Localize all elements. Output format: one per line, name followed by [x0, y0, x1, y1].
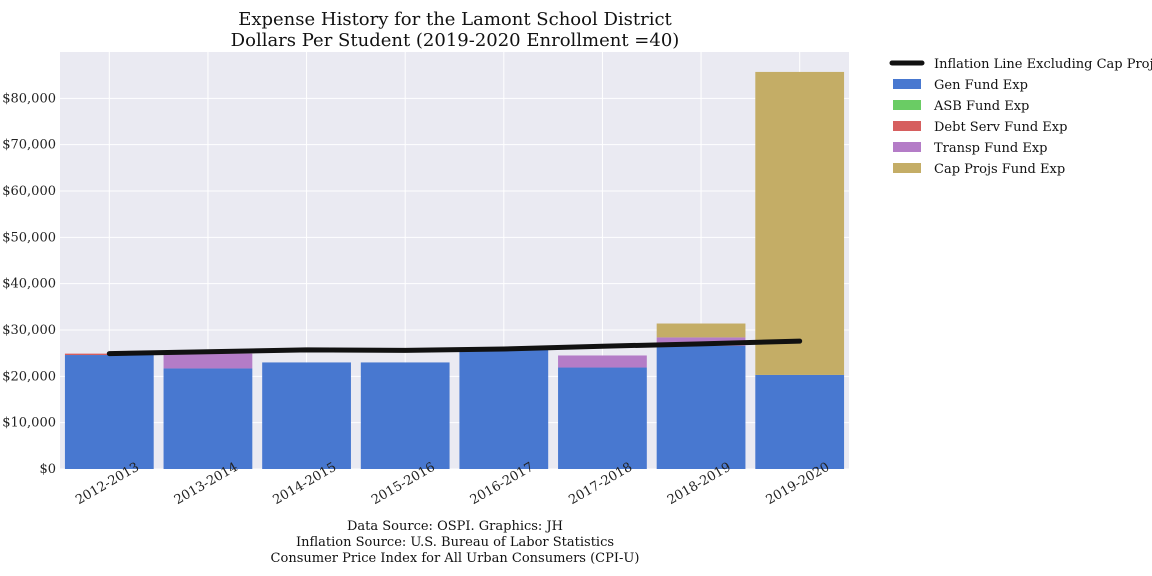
bar-transp-fund-exp-2017-2018: [558, 355, 647, 368]
bar-gen-fund-exp-2016-2017: [459, 349, 549, 469]
bar-gen-fund-exp-2012-2013: [64, 355, 154, 469]
chart-subtitle: Dollars Per Student (2019-2020 Enrollmen…: [231, 30, 680, 51]
y-tick-label: $30,000: [2, 323, 56, 338]
legend-swatch: [893, 142, 921, 152]
y-axis-ticks: $0 $10,000 $20,000 $30,000 $40,000 $50,000 $60…: [2, 91, 56, 477]
y-tick-label: $70,000: [2, 138, 56, 153]
inflation-line-layer: [106, 338, 803, 357]
y-tick-label: $60,000: [2, 184, 56, 199]
y-tick-label: $20,000: [2, 369, 56, 384]
y-tick-label: $40,000: [2, 277, 56, 292]
source-line-3: Consumer Price Index for All Urban Consu…: [271, 551, 640, 566]
legend-label: Transp Fund Exp: [934, 141, 1048, 156]
legend-label-inflation-line: Inflation Line Excluding Cap Projs: [934, 57, 1152, 72]
y-tick-label: $10,000: [2, 416, 56, 431]
legend-swatch: [893, 100, 921, 110]
bar-gen-fund-exp-2017-2018: [558, 367, 647, 469]
bar-cap-projs-fund-exp-2019-2020: [755, 71, 845, 375]
bar-gen-fund-exp-2019-2020: [755, 374, 845, 469]
source-line-1: Data Source: OSPI. Graphics: JH: [347, 519, 563, 534]
y-tick-label: $0: [39, 462, 56, 477]
legend-label: Debt Serv Fund Exp: [934, 120, 1067, 135]
bar-gen-fund-exp-2018-2019: [656, 345, 746, 469]
legend-label: Cap Projs Fund Exp: [934, 162, 1065, 177]
bar-transp-fund-exp-2013-2014: [163, 353, 253, 369]
legend-swatch: [893, 121, 921, 131]
y-tick-label: $80,000: [2, 91, 56, 106]
bar-cap-projs-fund-exp-2018-2019: [656, 323, 746, 338]
bar-gen-fund-exp-2015-2016: [360, 362, 450, 469]
legend-label: Gen Fund Exp: [934, 78, 1028, 93]
legend-swatch: [893, 79, 921, 89]
y-tick-label: $50,000: [2, 230, 56, 245]
bar-group: [64, 71, 845, 469]
legend: Inflation Line Excluding Cap Projs Gen Fu…: [889, 57, 1152, 177]
source-line-2: Inflation Source: U.S. Bureau of Labor S…: [296, 535, 614, 550]
legend-swatch: [893, 163, 921, 173]
bar-gen-fund-exp-2014-2015: [262, 362, 351, 469]
chart-title: Expense History for the Lamont School Di…: [238, 9, 672, 30]
legend-label: ASB Fund Exp: [933, 99, 1029, 114]
bar-gen-fund-exp-2013-2014: [163, 368, 253, 469]
inflation-line: [106, 338, 803, 357]
